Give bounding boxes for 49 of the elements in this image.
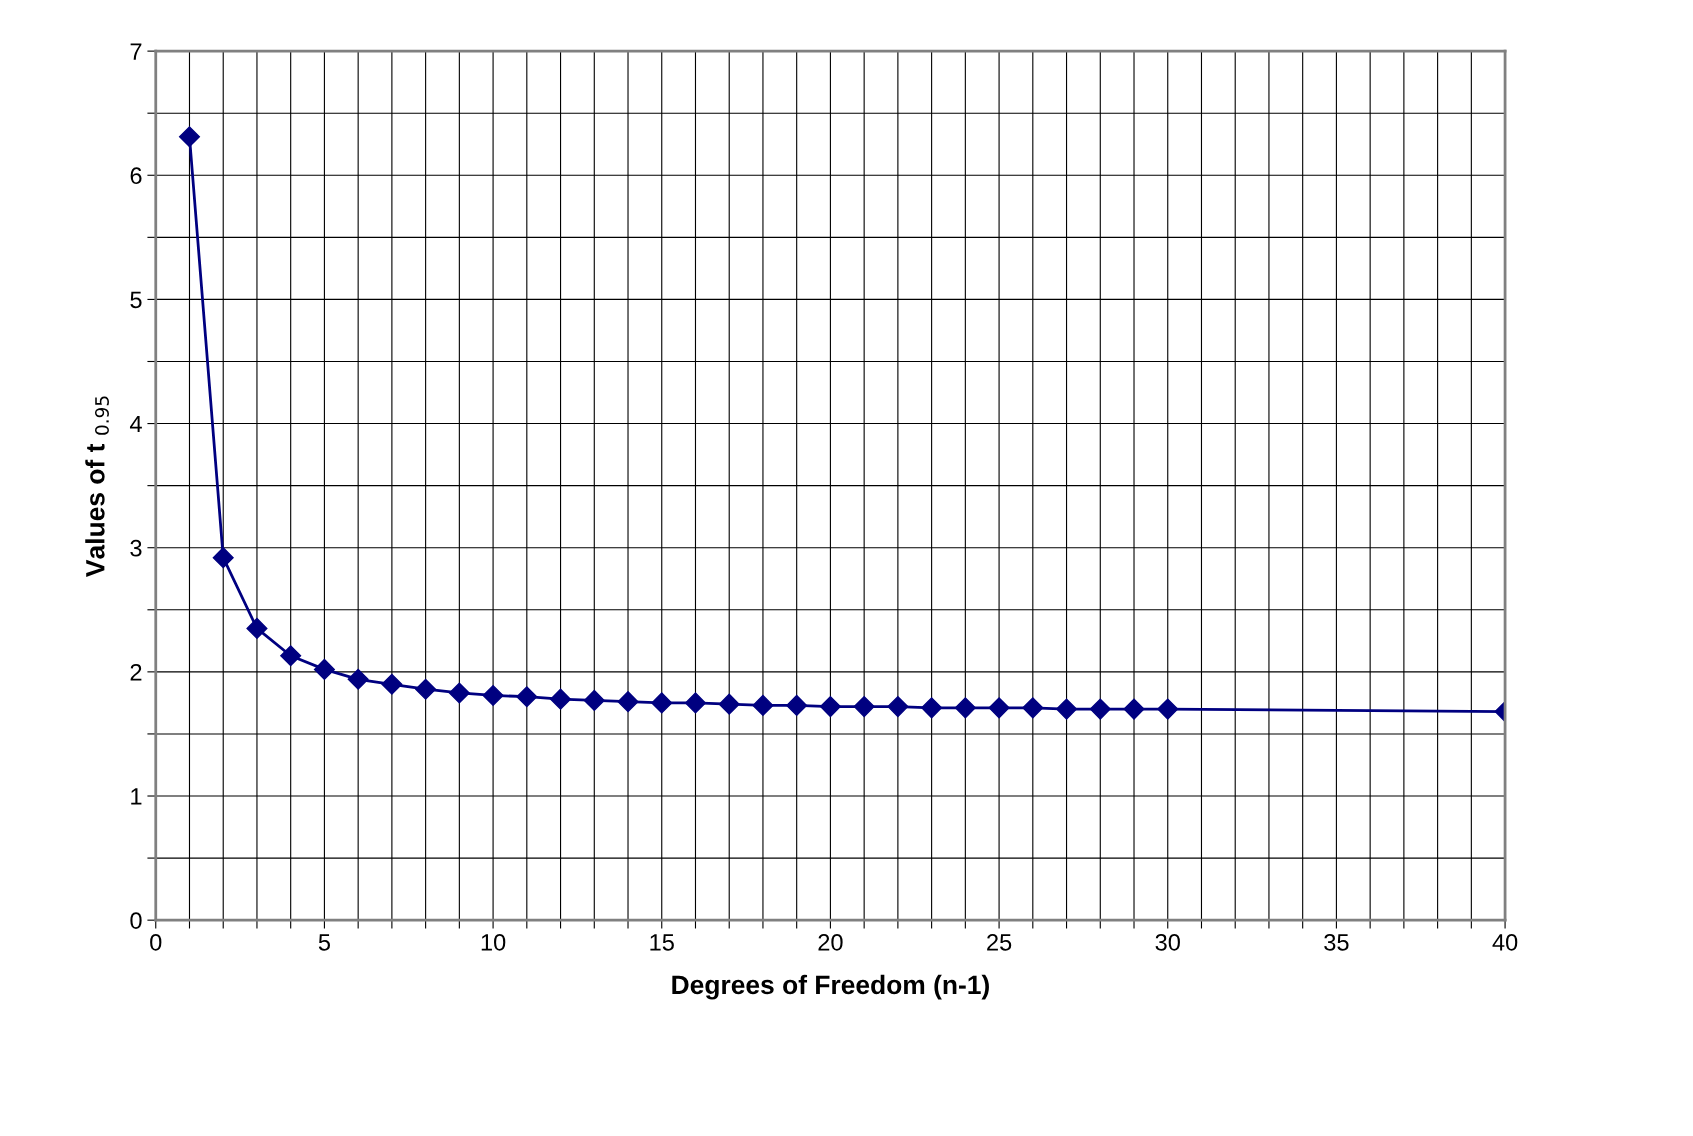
y-tick-label: 0 — [130, 912, 142, 929]
point — [921, 697, 943, 719]
y-tick-label: 7 — [130, 43, 142, 60]
x-tick-label: 25 — [987, 933, 1012, 951]
y-tick-label: 5 — [130, 291, 142, 309]
x-tick-label: 10 — [481, 933, 506, 951]
point — [313, 658, 335, 680]
x-axis-title: Degrees of Freedom (n-1) — [672, 974, 989, 1000]
x-tick-label: 15 — [650, 934, 674, 951]
point — [516, 686, 538, 708]
point — [684, 692, 707, 714]
point — [448, 682, 470, 704]
y-axis-title: Values of t $_{0.95}$ — [85, 396, 109, 577]
point — [212, 547, 234, 569]
point — [381, 673, 403, 695]
point — [819, 696, 841, 718]
point — [1123, 698, 1145, 720]
point — [988, 697, 1010, 719]
point — [954, 697, 976, 719]
point — [178, 126, 201, 148]
x-tick-label: 40 — [1492, 933, 1518, 951]
point — [583, 689, 605, 711]
y-tick-label: 4 — [129, 415, 142, 433]
point — [887, 696, 909, 718]
point — [1022, 697, 1044, 719]
point — [550, 688, 572, 710]
y-tick-label: 3 — [130, 539, 142, 557]
x-tick-label: 35 — [1324, 933, 1349, 951]
x-tick-label: 20 — [818, 933, 843, 951]
point — [651, 692, 673, 714]
y-tick-label: 2 — [130, 663, 142, 681]
point — [482, 684, 504, 706]
point — [347, 668, 369, 690]
point — [617, 691, 639, 713]
point — [853, 696, 875, 718]
point — [718, 693, 740, 715]
point — [786, 694, 808, 716]
point — [752, 694, 774, 716]
point — [280, 645, 302, 667]
point — [1056, 698, 1078, 720]
point — [415, 678, 437, 700]
x-tick-label: 5 — [318, 934, 330, 951]
y-tick-label: 1 — [131, 788, 142, 805]
y-tick-label: 6 — [130, 167, 142, 185]
point — [1157, 698, 1179, 720]
point — [1089, 698, 1111, 720]
point — [246, 617, 268, 639]
x-tick-label: 30 — [1155, 933, 1180, 951]
x-tick-label: 0 — [150, 933, 162, 951]
